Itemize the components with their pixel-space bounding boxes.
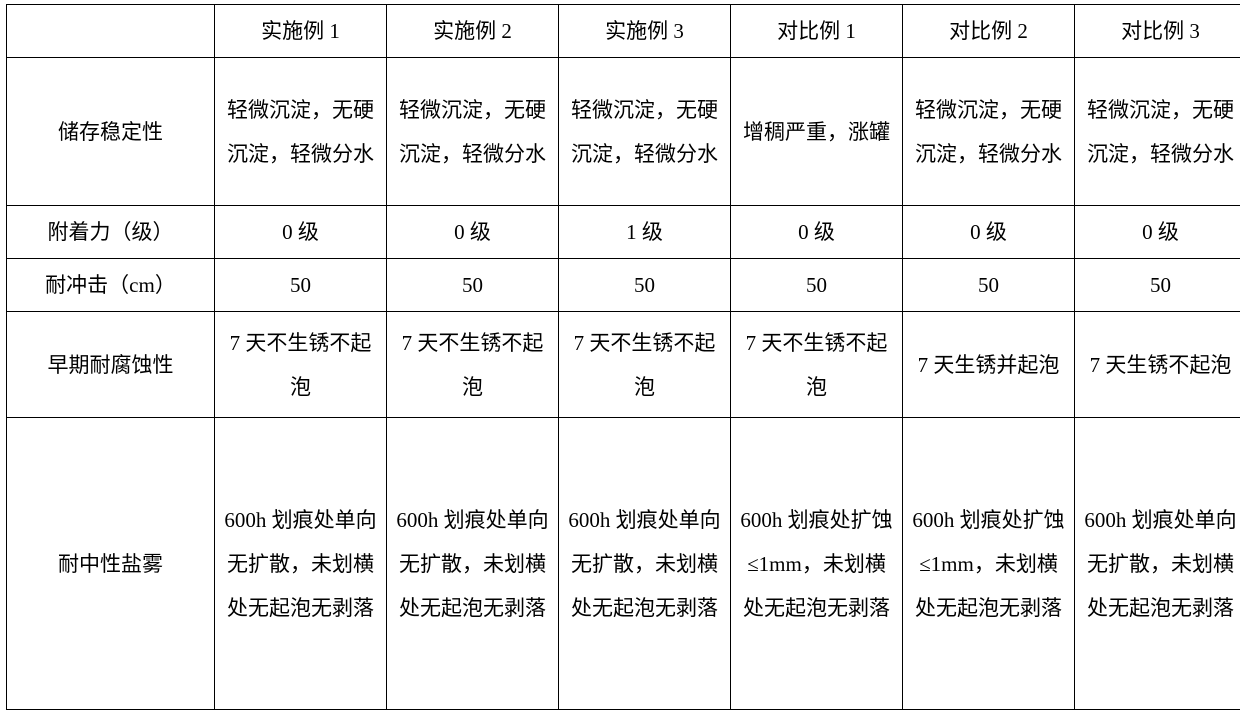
comparison-table: 实施例 1 实施例 2 实施例 3 对比例 1 对比例 2 对比例 3 储存稳定… (6, 4, 1240, 710)
cell: 轻微沉淀，无硬沉淀，轻微分水 (559, 58, 731, 206)
cell: 7 天不生锈不起泡 (731, 312, 903, 418)
header-ex1: 实施例 1 (215, 5, 387, 58)
table-row: 储存稳定性 轻微沉淀，无硬沉淀，轻微分水 轻微沉淀，无硬沉淀，轻微分水 轻微沉淀… (7, 58, 1240, 206)
row-label: 耐中性盐雾 (7, 418, 215, 710)
cell: 600h 划痕处单向无扩散，未划横处无起泡无剥落 (559, 418, 731, 710)
row-label: 储存稳定性 (7, 58, 215, 206)
cell: 50 (903, 259, 1075, 312)
header-cmp2: 对比例 2 (903, 5, 1075, 58)
cell: 7 天生锈并起泡 (903, 312, 1075, 418)
cell: 0 级 (1075, 206, 1240, 259)
cell: 1 级 (559, 206, 731, 259)
cell: 0 级 (387, 206, 559, 259)
cell: 7 天生锈不起泡 (1075, 312, 1240, 418)
row-label: 附着力（级） (7, 206, 215, 259)
cell: 600h 划痕处单向无扩散，未划横处无起泡无剥落 (387, 418, 559, 710)
cell: 7 天不生锈不起泡 (559, 312, 731, 418)
header-blank (7, 5, 215, 58)
row-label: 耐冲击（cm） (7, 259, 215, 312)
cell: 轻微沉淀，无硬沉淀，轻微分水 (387, 58, 559, 206)
table-header-row: 实施例 1 实施例 2 实施例 3 对比例 1 对比例 2 对比例 3 (7, 5, 1240, 58)
cell: 轻微沉淀，无硬沉淀，轻微分水 (903, 58, 1075, 206)
cell: 增稠严重，涨罐 (731, 58, 903, 206)
cell: 轻微沉淀，无硬沉淀，轻微分水 (215, 58, 387, 206)
table-row: 耐中性盐雾 600h 划痕处单向无扩散，未划横处无起泡无剥落 600h 划痕处单… (7, 418, 1240, 710)
row-label: 早期耐腐蚀性 (7, 312, 215, 418)
cell: 轻微沉淀，无硬沉淀，轻微分水 (1075, 58, 1240, 206)
header-ex3: 实施例 3 (559, 5, 731, 58)
cell: 7 天不生锈不起泡 (215, 312, 387, 418)
cell: 600h 划痕处单向无扩散，未划横处无起泡无剥落 (215, 418, 387, 710)
table-row: 早期耐腐蚀性 7 天不生锈不起泡 7 天不生锈不起泡 7 天不生锈不起泡 7 天… (7, 312, 1240, 418)
cell: 50 (731, 259, 903, 312)
cell: 600h 划痕处扩蚀≤1mm，未划横处无起泡无剥落 (731, 418, 903, 710)
cell: 50 (1075, 259, 1240, 312)
table-row: 耐冲击（cm） 50 50 50 50 50 50 (7, 259, 1240, 312)
cell: 0 级 (903, 206, 1075, 259)
cell: 0 级 (731, 206, 903, 259)
table-row: 附着力（级） 0 级 0 级 1 级 0 级 0 级 0 级 (7, 206, 1240, 259)
cell: 600h 划痕处单向无扩散，未划横处无起泡无剥落 (1075, 418, 1240, 710)
cell: 50 (559, 259, 731, 312)
page-container: 实施例 1 实施例 2 实施例 3 对比例 1 对比例 2 对比例 3 储存稳定… (0, 0, 1240, 698)
cell: 600h 划痕处扩蚀≤1mm，未划横处无起泡无剥落 (903, 418, 1075, 710)
cell: 50 (387, 259, 559, 312)
header-cmp1: 对比例 1 (731, 5, 903, 58)
cell: 0 级 (215, 206, 387, 259)
header-cmp3: 对比例 3 (1075, 5, 1240, 58)
cell: 50 (215, 259, 387, 312)
header-ex2: 实施例 2 (387, 5, 559, 58)
cell: 7 天不生锈不起泡 (387, 312, 559, 418)
